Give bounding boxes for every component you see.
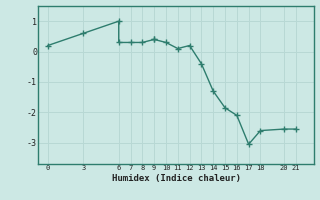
X-axis label: Humidex (Indice chaleur): Humidex (Indice chaleur) (111, 174, 241, 183)
